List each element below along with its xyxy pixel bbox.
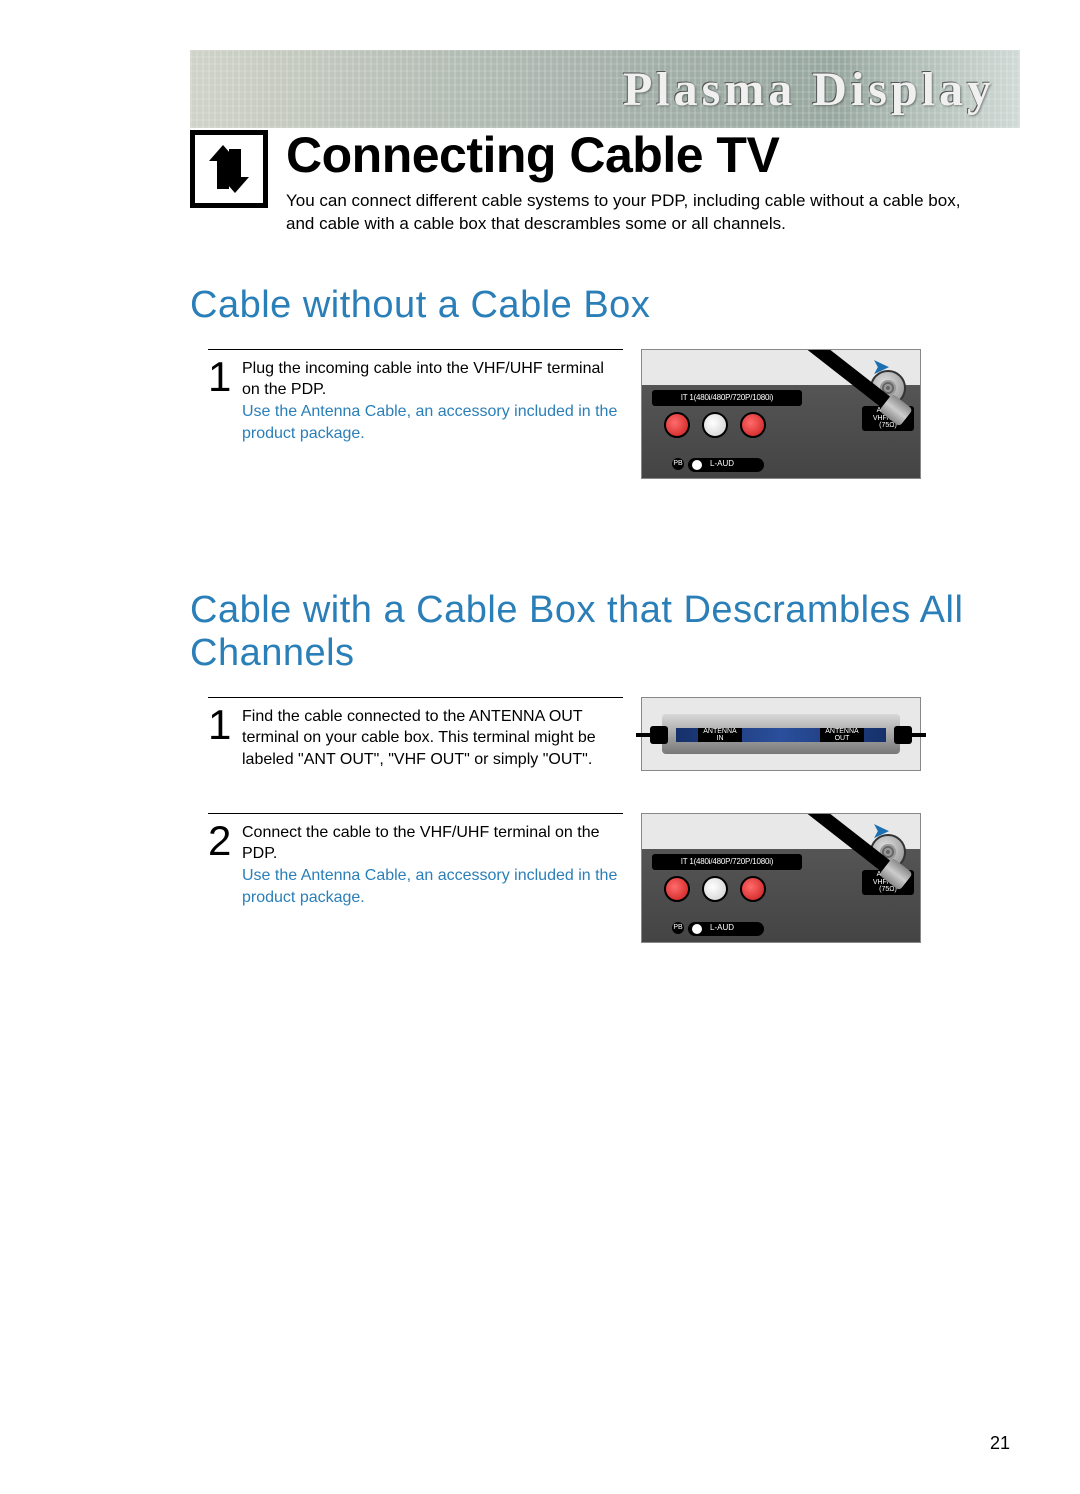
- pointer-arrow-icon: ➤: [872, 818, 890, 844]
- step-text: Plug the incoming cable into the VHF/UHF…: [242, 360, 604, 399]
- header-banner: Plasma Display: [190, 50, 1020, 128]
- rca-port-red-icon: [664, 412, 690, 438]
- audio-label-icon: [688, 458, 764, 472]
- pb-label-icon: PB: [672, 458, 684, 470]
- cable-plug-left-icon: [650, 726, 668, 744]
- step-note: Use the Antenna Cable, an accessory incl…: [242, 867, 617, 906]
- intro-paragraph: You can connect different cable systems …: [286, 190, 966, 236]
- step-number: 2: [208, 822, 234, 908]
- port-strip-label: IT 1(480i/480P/720P/1080i): [652, 854, 802, 870]
- pointer-arrow-icon: ➤: [872, 354, 890, 380]
- antenna-out-label: ANTENNAOUT: [820, 728, 864, 742]
- step-note: Use the Antenna Cable, an accessory incl…: [242, 403, 617, 442]
- rca-port-white-icon: [702, 876, 728, 902]
- banner-text: Plasma Display: [623, 62, 995, 117]
- pdp-terminal-illustration: IT 1(480i/480P/720P/1080i) PB ANT IN VHF…: [641, 813, 921, 943]
- section1-step1: 1 Plug the incoming cable into the VHF/U…: [208, 349, 623, 444]
- page-number: 21: [990, 1433, 1010, 1454]
- audio-label-icon: [688, 922, 764, 936]
- page-title: Connecting Cable TV: [286, 126, 966, 184]
- step-number: 1: [208, 358, 234, 444]
- cable-box-illustration: ANTENNAIN ANTENNAOUT: [641, 697, 921, 771]
- rca-port-white-icon: [702, 412, 728, 438]
- step-text: Find the cable connected to the ANTENNA …: [242, 708, 596, 768]
- section1-heading: Cable without a Cable Box: [190, 284, 1020, 327]
- rca-port-red-icon: [740, 412, 766, 438]
- rca-port-red-icon: [664, 876, 690, 902]
- section2-step1: 1 Find the cable connected to the ANTENN…: [208, 697, 623, 771]
- double-arrow-icon: [190, 130, 268, 208]
- antenna-in-label: ANTENNAIN: [698, 728, 742, 742]
- section2-heading: Cable with a Cable Box that Descrambles …: [190, 589, 1020, 675]
- port-strip-label: IT 1(480i/480P/720P/1080i): [652, 390, 802, 406]
- step-number: 1: [208, 706, 234, 771]
- section2-step2: 2 Connect the cable to the VHF/UHF termi…: [208, 813, 623, 908]
- pb-label-icon: PB: [672, 922, 684, 934]
- pdp-terminal-illustration: IT 1(480i/480P/720P/1080i) PB ANT IN VHF…: [641, 349, 921, 479]
- rca-port-red-icon: [740, 876, 766, 902]
- cable-plug-right-icon: [894, 726, 912, 744]
- step-text: Connect the cable to the VHF/UHF termina…: [242, 824, 600, 863]
